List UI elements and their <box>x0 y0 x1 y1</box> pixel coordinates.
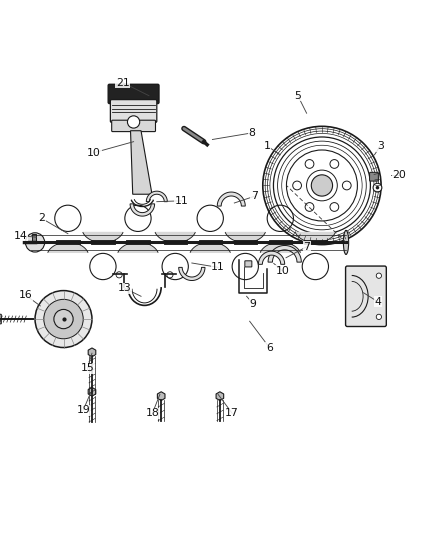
Circle shape <box>116 272 122 278</box>
Circle shape <box>311 175 332 196</box>
Text: 14: 14 <box>14 231 28 241</box>
Polygon shape <box>130 204 155 216</box>
Text: 11: 11 <box>211 262 225 272</box>
Polygon shape <box>131 131 152 194</box>
Circle shape <box>305 159 314 168</box>
FancyBboxPatch shape <box>112 120 155 132</box>
Polygon shape <box>217 192 245 206</box>
FancyBboxPatch shape <box>0 314 1 324</box>
Polygon shape <box>155 232 195 243</box>
Circle shape <box>330 203 339 212</box>
Text: 15: 15 <box>81 363 95 373</box>
FancyBboxPatch shape <box>370 172 378 181</box>
Text: 5: 5 <box>294 91 301 101</box>
Circle shape <box>25 233 45 252</box>
Ellipse shape <box>343 230 349 254</box>
Text: 1: 1 <box>264 141 271 151</box>
Text: 21: 21 <box>116 77 130 87</box>
Text: 17: 17 <box>225 408 239 418</box>
Polygon shape <box>260 242 300 252</box>
Text: 19: 19 <box>76 405 90 415</box>
Circle shape <box>127 116 140 128</box>
Polygon shape <box>88 387 96 396</box>
Text: 2: 2 <box>38 213 45 223</box>
Polygon shape <box>295 232 336 243</box>
Polygon shape <box>83 232 123 243</box>
Polygon shape <box>146 191 167 201</box>
Circle shape <box>376 273 381 278</box>
Text: 7: 7 <box>303 242 310 252</box>
Text: 10: 10 <box>276 266 290 276</box>
Circle shape <box>167 272 173 278</box>
Text: 16: 16 <box>18 290 32 300</box>
Circle shape <box>373 183 382 192</box>
FancyBboxPatch shape <box>110 100 157 123</box>
Polygon shape <box>157 392 165 400</box>
Circle shape <box>343 181 351 190</box>
Text: 13: 13 <box>118 284 132 293</box>
Text: 3: 3 <box>377 141 384 151</box>
Text: 18: 18 <box>145 408 159 418</box>
FancyBboxPatch shape <box>245 261 252 267</box>
Polygon shape <box>268 246 301 262</box>
FancyBboxPatch shape <box>108 84 159 103</box>
Circle shape <box>305 203 314 212</box>
Polygon shape <box>88 348 96 357</box>
Polygon shape <box>225 232 265 243</box>
Text: 7: 7 <box>251 191 258 201</box>
Polygon shape <box>258 251 285 264</box>
Circle shape <box>35 290 92 348</box>
Circle shape <box>44 300 83 339</box>
Text: 9: 9 <box>250 298 257 309</box>
Polygon shape <box>216 392 224 400</box>
Text: 8: 8 <box>248 128 255 138</box>
Polygon shape <box>190 242 230 252</box>
Text: 11: 11 <box>175 196 189 206</box>
Text: 10: 10 <box>87 148 101 158</box>
Polygon shape <box>179 268 205 280</box>
Circle shape <box>376 186 379 189</box>
Polygon shape <box>48 242 88 252</box>
Polygon shape <box>32 233 36 243</box>
Circle shape <box>54 310 73 329</box>
Text: 6: 6 <box>266 343 273 352</box>
Text: 4: 4 <box>374 296 381 306</box>
Circle shape <box>376 314 381 319</box>
Circle shape <box>293 181 301 190</box>
FancyBboxPatch shape <box>346 266 386 327</box>
Circle shape <box>330 159 339 168</box>
Polygon shape <box>118 242 158 252</box>
Text: 20: 20 <box>392 169 406 180</box>
